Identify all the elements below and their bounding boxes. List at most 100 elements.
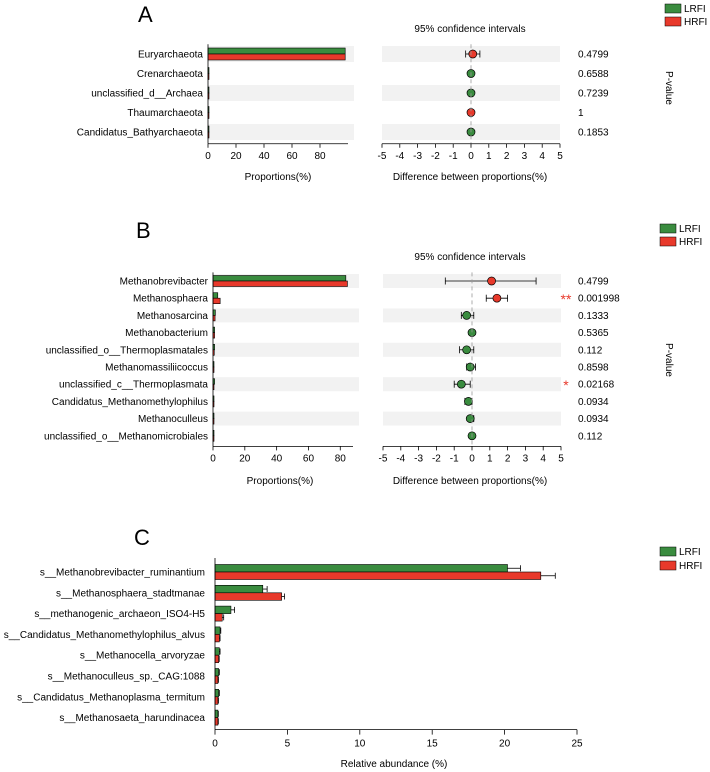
ci-x-tick-label: 1 [486,151,492,162]
p-value: 0.7239 [578,89,609,100]
category-label: Thaumarchaeota [127,108,203,119]
legend-b-hrfi-swatch [659,236,677,247]
panel-a-p-value-label: P-value [663,71,674,105]
category-label: s__Candidatus_Methanoplasma_termitum [17,692,205,703]
x-tick-label: 0 [212,739,218,750]
bar-hrfi [214,696,219,705]
category-label: s__Methanosphaera_stadtmanae [56,588,205,599]
legend-c-lrfi-swatch [659,546,677,557]
p-value: 0.001998 [578,294,620,305]
bar-x-tick-label: 80 [335,453,347,464]
bar-lrfi [214,626,221,635]
panel-letter-c: C [134,525,150,550]
difference-point [487,276,496,286]
bar-x-tick-label: 0 [205,151,211,162]
category-label: s__Methanoculleus_sp._CAG:1088 [48,672,206,683]
category-label: s__Candidatus_Methanomethylophilus_alvus [4,630,205,641]
bar-lrfi [214,564,508,573]
category-label: Candidatus_Methanomethylophilus [52,397,208,408]
p-value: 0.112 [578,431,603,442]
ci-x-tick-label: 2 [504,151,510,162]
panel-b-ci-x-axis-label: Difference between proportions(%) [393,476,547,487]
ci-x-tick-label: -1 [449,151,458,162]
category-label: Methanoculleus [138,414,208,425]
category-label: Euryarchaeota [138,50,203,61]
legend-b: LRFI HRFI [659,223,702,248]
category-label: unclassified_o__Methanomicrobiales [44,431,208,442]
category-label: Crenarchaeota [137,69,204,80]
panel-b-ci-title: 95% confidence intervals [414,252,525,263]
p-value: 0.1853 [578,128,609,139]
ci-x-tick-label: 3 [523,453,529,464]
category-label: unclassified_c__Thermoplasmata [59,380,208,391]
bar-lrfi [214,668,219,677]
p-value: 0.0934 [578,414,609,425]
p-value: 0.8598 [578,363,609,374]
category-label: s__methanogenic_archaeon_ISO4-H5 [34,609,205,620]
ci-x-tick-label: 5 [558,453,564,464]
bar-hrfi [214,634,220,643]
p-value: 0.4799 [578,277,609,288]
legend-b-hrfi-label: HRFI [679,237,702,248]
significance-stars: ** [561,291,572,307]
panel-letter-a: A [138,2,153,27]
row-band [213,377,359,392]
ci-x-tick-label: 4 [540,453,546,464]
p-value: 0.6588 [578,69,609,80]
ci-x-tick-label: -3 [413,151,422,162]
legend-c-hrfi-swatch [659,560,677,571]
p-value: 0.1333 [578,311,609,322]
panel-a-x-axis-label: Proportions(%) [245,172,312,183]
legend-c-hrfi-label: HRFI [679,561,702,572]
bar-lrfi [214,584,264,594]
bar-hrfi [212,297,221,305]
legend-a-hrfi-swatch [664,16,682,27]
p-value: 0.5365 [578,328,609,339]
difference-point [492,293,502,303]
ci-x-tick-label: 3 [522,151,528,162]
bar-hrfi [214,592,282,601]
bar-x-tick-label: 80 [314,151,326,162]
legend-b-lrfi-label: LRFI [679,224,701,235]
row-band [208,124,354,140]
category-label: unclassified_o__Thermoplasmatales [46,345,208,356]
row-band [208,85,354,101]
category-label: s__Methanocella_arvoryzae [80,651,206,662]
legend-a-lrfi-swatch [664,3,682,14]
category-label: Methanosarcina [137,311,209,322]
difference-point [465,414,475,423]
bar-hrfi [212,280,348,287]
bar-hrfi [214,675,219,684]
bar-hrfi [214,571,542,580]
ci-row-band [383,377,561,392]
bar-hrfi [214,717,219,726]
bar-lrfi [214,688,219,698]
category-label: Methanobrevibacter [120,277,209,288]
category-label: Candidatus_Bathyarchaeota [77,128,204,139]
ci-x-tick-label: -4 [396,453,405,464]
category-label: unclassified_d__Archaea [91,89,203,100]
bar-lrfi [214,709,219,718]
difference-point [456,379,466,389]
ci-x-tick-label: 4 [539,151,545,162]
legend-a-lrfi-label: LRFI [684,4,706,15]
bar-hrfi [207,53,346,61]
p-value: 1 [578,108,584,119]
difference-point [462,345,472,355]
panel-a-ci-x-axis-label: Difference between proportions(%) [393,172,547,183]
category-label: Methanomassiliicoccus [105,363,208,374]
panel-c: s__Methanobrevibacter_ruminantium s__Meth… [4,558,583,750]
bar-lrfi [207,47,346,55]
panel-a-ci-title: 95% confidence intervals [414,24,525,35]
bar-x-tick-label: 40 [271,453,283,464]
legend-c: LRFI HRFI [659,546,702,572]
panel-b: Methanobrevibacter 0.4799 Methanosphaera 0.… [44,272,620,464]
legend-a-hrfi-label: HRFI [684,17,707,28]
panel-a: Euryarchaeota 0.4799 Crenarchaeota 0.6588 un… [77,44,609,162]
p-value: 0.0934 [578,397,609,408]
difference-point [468,49,478,59]
difference-point [465,362,475,372]
x-tick-label: 20 [499,739,511,750]
panel-c-x-axis-label: Relative abundance (%) [341,759,448,770]
